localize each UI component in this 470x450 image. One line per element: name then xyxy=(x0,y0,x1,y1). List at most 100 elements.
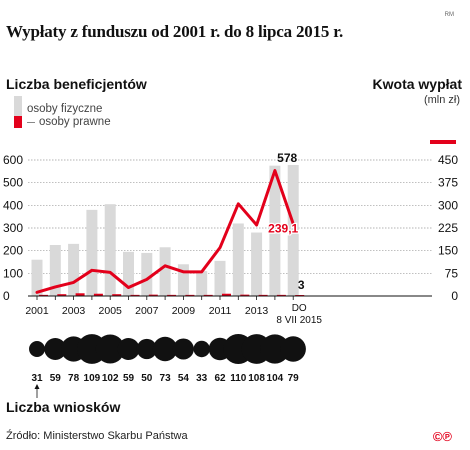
bar-individuals xyxy=(287,164,299,296)
left-axis-title: Liczba beneficjentów xyxy=(6,76,147,92)
source-note: Źródło: Ministerstwo Skarbu Państwa xyxy=(6,430,188,442)
bar-legal-entities xyxy=(258,294,268,296)
bar-individuals xyxy=(196,271,208,296)
applications-count: 108 xyxy=(248,373,265,384)
bar-legal-entities xyxy=(185,294,195,296)
data-labels: 578 239,1 3 xyxy=(267,151,305,292)
bar-legal-entities xyxy=(93,293,103,296)
applications-count: 62 xyxy=(214,373,226,384)
bar-individuals xyxy=(123,251,134,296)
left-axis-tick-label: 400 xyxy=(3,198,23,212)
bar-legal-entities xyxy=(39,294,48,296)
amount-line xyxy=(35,169,295,294)
applications-count: 59 xyxy=(123,373,135,384)
left-axis-tick-label: 500 xyxy=(3,176,23,190)
applications-bubble xyxy=(136,338,157,360)
bar-individuals xyxy=(68,243,80,296)
left-axis-tick-label: 300 xyxy=(3,221,23,235)
chart-title: Wypłaty z funduszu od 2001 r. do 8 lipca… xyxy=(6,22,344,41)
bar-individuals xyxy=(251,232,263,296)
right-axis-unit: (mln zł) xyxy=(423,94,460,106)
data-label-amount: 239,1 xyxy=(268,222,298,236)
bar-individuals xyxy=(269,165,281,296)
applications-bubble xyxy=(29,341,45,357)
bar-legal-entities xyxy=(148,294,158,296)
watermark: RM xyxy=(444,12,454,18)
bars xyxy=(31,164,305,296)
left-axis-tick-label: 0 xyxy=(3,289,10,303)
applications-bubble xyxy=(117,338,140,360)
bar-legal-entities xyxy=(130,294,140,296)
applications-count: 31 xyxy=(31,373,43,384)
legend-swatch-individuals xyxy=(14,96,22,122)
applications-count: 79 xyxy=(288,373,300,384)
legend-item-individuals: osoby fizyczne xyxy=(14,96,102,122)
applications-count: 104 xyxy=(267,373,284,384)
bar-individuals xyxy=(141,252,153,296)
bar-individuals xyxy=(31,259,43,296)
axes: 0 100 200 300 400 500 600 0 75 150 225 300 375 450 200… xyxy=(3,153,458,326)
bar-individuals xyxy=(104,204,116,296)
applications-bubble xyxy=(95,334,125,364)
legend-label-legal-entities: osoby prawne xyxy=(39,116,111,128)
bar-legal-entities xyxy=(222,293,231,296)
legend-swatch-legal-entities xyxy=(14,116,22,128)
right-axis-tick-label: 225 xyxy=(438,221,458,235)
left-axis-tick-label: 600 xyxy=(3,153,23,167)
applications-count: 50 xyxy=(141,373,153,384)
bar-individuals xyxy=(86,209,98,296)
copyright-mark: ©℗ xyxy=(432,429,452,444)
applications-count: 78 xyxy=(68,373,80,384)
applications-bubble xyxy=(260,334,290,364)
right-axis-tick-label: 0 xyxy=(451,289,458,303)
bar-legal-entities xyxy=(240,294,250,296)
right-axis-tick-label: 300 xyxy=(438,198,458,212)
legend-connector xyxy=(27,121,35,123)
applications-bubble xyxy=(193,340,210,358)
right-axis-tick-label: 450 xyxy=(438,153,458,167)
bar-individuals xyxy=(232,223,244,296)
applications-count: 102 xyxy=(102,373,119,384)
legend-swatch-amount-line xyxy=(430,140,456,144)
bar-legal-entities xyxy=(167,294,177,296)
applications-count: 109 xyxy=(84,373,101,384)
right-axis-tick-label: 150 xyxy=(438,244,458,258)
applications-count: 73 xyxy=(160,373,172,384)
bar-legal-entities xyxy=(75,293,85,296)
x-axis-tick-label: 2011 xyxy=(209,305,232,317)
applications-bubble xyxy=(44,338,67,360)
right-axis-title: Kwota wypłat xyxy=(372,76,462,92)
applications-count: 54 xyxy=(178,373,190,384)
x-axis-tick-label: 8 VII 2015 xyxy=(276,315,322,326)
left-axis-tick-label: 100 xyxy=(3,266,23,280)
x-axis-tick-label: 2001 xyxy=(25,305,49,317)
applications-bubble xyxy=(280,336,306,362)
x-axis-tick-label: 2013 xyxy=(245,305,269,317)
applications-title: Liczba wniosków xyxy=(6,399,121,415)
bar-individuals xyxy=(49,245,61,296)
x-axis-tick-label: 2009 xyxy=(172,305,196,317)
legend-item-legal-entities: osoby prawne xyxy=(14,116,111,128)
x-axis-tick-label: 2007 xyxy=(135,305,159,317)
bar-legal-entities xyxy=(203,294,213,296)
series-line-amount xyxy=(35,169,295,294)
bar-individuals xyxy=(177,264,189,296)
applications-bubble xyxy=(172,338,194,360)
right-axis-tick-label: 75 xyxy=(445,266,459,280)
bar-individuals xyxy=(214,260,226,296)
x-axis-tick-label: 2003 xyxy=(62,305,86,317)
left-axis-tick-label: 200 xyxy=(3,244,23,258)
x-axis-tick-label: DO xyxy=(292,303,307,314)
bar-legal-entities xyxy=(276,294,286,296)
applications-count: 33 xyxy=(196,373,208,384)
data-label-legal-entities: 3 xyxy=(298,278,305,292)
applications-count: 110 xyxy=(230,373,247,384)
legend-label-individuals: osoby fizyczne xyxy=(27,103,103,115)
bar-legal-entities xyxy=(57,294,67,296)
data-label-individuals: 578 xyxy=(277,151,297,165)
applications-bubble xyxy=(152,336,178,362)
applications-count: 59 xyxy=(50,373,62,384)
applications-row: 31 59 78 109 102 59 50 73 54 33 62 110 108 104 79 xyxy=(29,334,306,398)
x-axis-tick-label: 2005 xyxy=(99,305,123,317)
